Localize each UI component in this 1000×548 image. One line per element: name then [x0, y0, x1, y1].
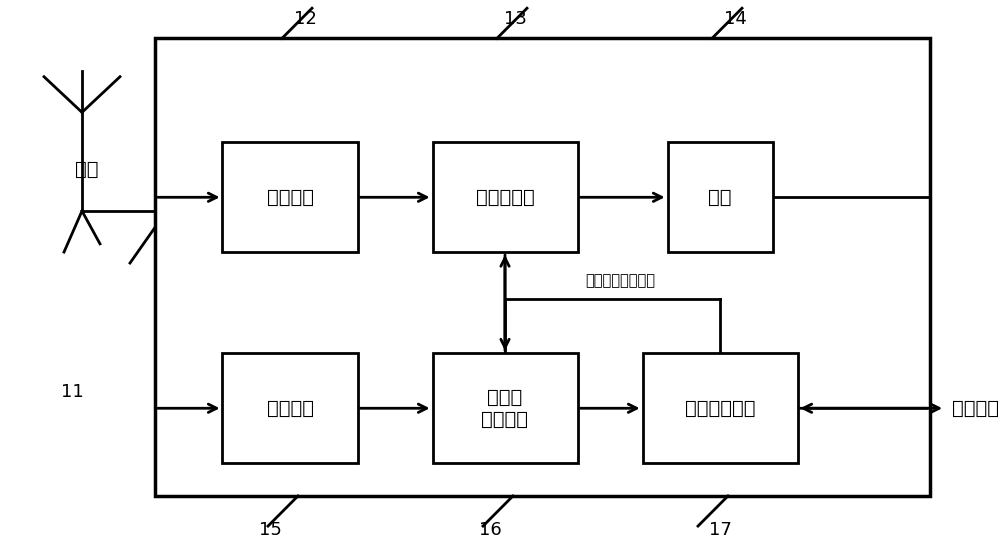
Text: 11: 11: [61, 383, 83, 401]
Text: 天线: 天线: [75, 161, 98, 179]
Bar: [155, 38, 930, 496]
Text: 12: 12: [294, 10, 316, 28]
Text: 解调输出: 解调输出: [952, 399, 999, 418]
Text: 调制系数跟踪调整: 调制系数跟踪调整: [585, 273, 655, 288]
Text: 调制系数检测: 调制系数检测: [685, 399, 755, 418]
Text: 符号差分: 符号差分: [266, 399, 314, 418]
Bar: [432, 353, 578, 463]
Text: 15: 15: [259, 522, 281, 539]
Bar: [222, 142, 358, 252]
Text: 13: 13: [504, 10, 526, 28]
Text: 接收射频: 接收射频: [266, 188, 314, 207]
Text: 14: 14: [724, 10, 746, 28]
Text: 同步: 同步: [708, 188, 732, 207]
Text: 16: 16: [479, 522, 501, 539]
Text: 17: 17: [709, 522, 731, 539]
Bar: [668, 142, 772, 252]
Text: 匹配滤波器: 匹配滤波器: [476, 188, 534, 207]
Text: 维特比
序列检测: 维特比 序列检测: [482, 388, 528, 429]
Bar: [642, 353, 798, 463]
Bar: [222, 353, 358, 463]
Bar: [432, 142, 578, 252]
